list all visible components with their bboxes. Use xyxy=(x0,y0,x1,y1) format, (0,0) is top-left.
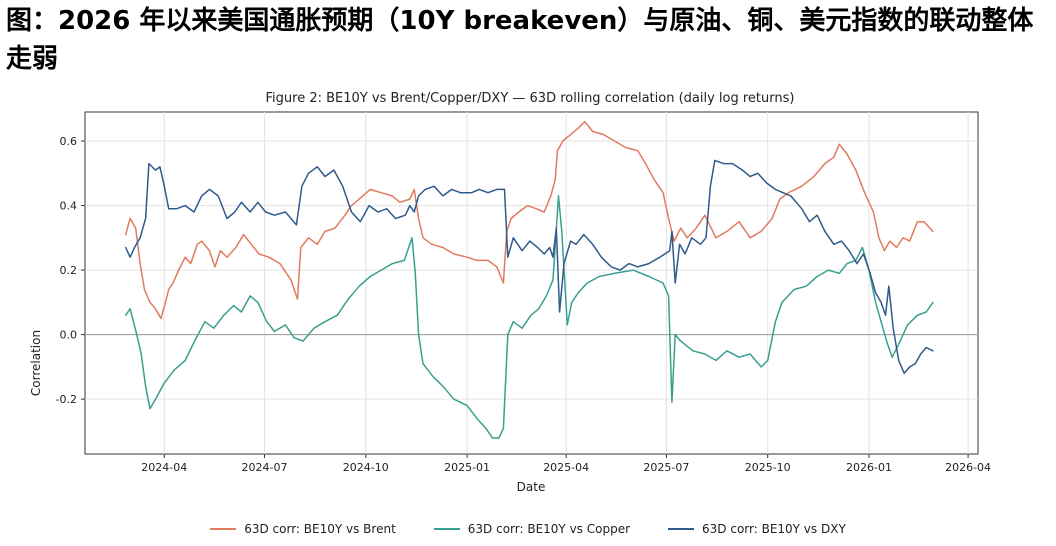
correlation-chart: Figure 2: BE10Y vs Brent/Copper/DXY — 63… xyxy=(29,91,992,494)
x-tick-label: 2025-04 xyxy=(543,461,589,474)
x-tick-label: 2026-04 xyxy=(945,461,991,474)
y-tick-label: 0.4 xyxy=(60,200,78,213)
x-axis-label: Date xyxy=(517,480,546,494)
axis-ticks: 2024-04 2024-07 2024-10 2025-01 2025-04 2025-… xyxy=(56,135,992,474)
x-tick-label: 2026-01 xyxy=(846,461,892,474)
x-tick-label: 2024-07 xyxy=(241,461,287,474)
grid-lines xyxy=(85,112,978,454)
series-lines xyxy=(124,120,934,439)
plot-area xyxy=(84,111,979,455)
x-tick-label: 2024-04 xyxy=(141,461,187,474)
x-tick-label: 2025-10 xyxy=(745,461,791,474)
x-tick-label: 2025-01 xyxy=(444,461,490,474)
y-axis-label: Correlation xyxy=(29,330,43,396)
series-line-copper xyxy=(124,195,934,439)
legend-label-dxy: 63D corr: BE10Y vs DXY xyxy=(702,522,846,536)
series-line-dxy xyxy=(124,159,934,375)
legend-swatch-dxy xyxy=(668,528,695,530)
legend-swatch-brent xyxy=(210,528,237,530)
legend-label-brent: 63D corr: BE10Y vs Brent xyxy=(244,522,396,536)
y-tick-label: 0.6 xyxy=(60,135,78,148)
legend-label-copper: 63D corr: BE10Y vs Copper xyxy=(467,522,631,536)
figure-headline: 图：2026 年以来美国通胀预期（10Y breakeven）与原油、铜、美元指… xyxy=(6,6,1034,74)
y-tick-label: 0.2 xyxy=(60,264,78,277)
legend-item-copper: 63D corr: BE10Y vs Copper xyxy=(433,522,631,536)
legend-swatch-copper xyxy=(433,528,460,530)
x-tick-label: 2025-07 xyxy=(643,461,689,474)
chart-legend: 63D corr: BE10Y vs Brent 63D corr: BE10Y… xyxy=(0,522,1056,536)
x-tick-label: 2024-10 xyxy=(343,461,389,474)
y-tick-label: -0.2 xyxy=(56,393,77,406)
chart-title: Figure 2: BE10Y vs Brent/Copper/DXY — 63… xyxy=(266,91,795,106)
legend-item-dxy: 63D corr: BE10Y vs DXY xyxy=(668,522,846,536)
legend-item-brent: 63D corr: BE10Y vs Brent xyxy=(210,522,396,536)
y-tick-label: 0.0 xyxy=(60,329,78,342)
